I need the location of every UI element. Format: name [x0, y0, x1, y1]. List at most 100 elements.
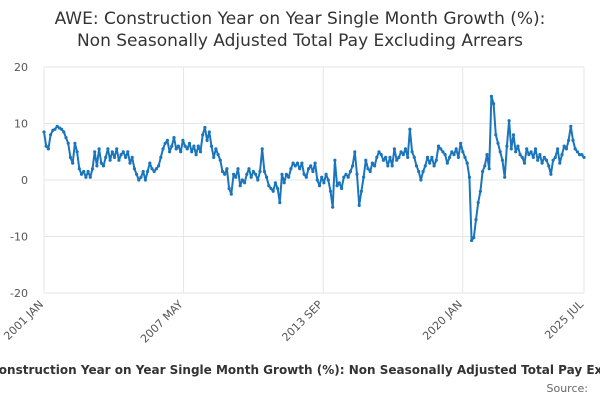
data-point	[154, 167, 158, 171]
data-point	[412, 155, 416, 159]
data-point	[547, 164, 551, 168]
data-point	[117, 158, 121, 162]
data-point	[505, 144, 509, 148]
chart-title-line-1: AWE: Construction Year on Year Single Mo…	[55, 9, 546, 29]
data-point	[461, 150, 465, 154]
data-point	[536, 158, 540, 162]
data-point	[419, 178, 423, 182]
data-point	[112, 155, 117, 159]
data-point	[88, 175, 92, 179]
data-point	[172, 136, 176, 140]
data-point	[121, 150, 125, 154]
data-point	[375, 155, 379, 159]
chart-title-line-2: Non Seasonally Adjusted Total Pay Exclud…	[77, 31, 523, 51]
data-point	[216, 153, 220, 157]
data-point	[421, 169, 425, 174]
data-point	[302, 172, 306, 176]
data-point	[384, 155, 388, 159]
data-point	[467, 175, 471, 179]
data-point	[315, 178, 319, 182]
data-point	[163, 141, 167, 145]
data-point	[124, 155, 128, 159]
data-point	[82, 169, 86, 174]
data-point	[580, 153, 584, 157]
data-point	[567, 138, 571, 142]
data-point	[258, 169, 262, 174]
data-point	[130, 155, 134, 159]
data-point	[132, 167, 136, 171]
data-point	[306, 167, 311, 171]
grid-lines	[43, 66, 585, 294]
data-point	[472, 236, 476, 240]
data-point	[251, 169, 255, 174]
data-point	[456, 155, 460, 159]
data-point	[531, 155, 535, 159]
data-point	[66, 141, 70, 145]
data-point	[254, 172, 258, 176]
data-point	[179, 150, 183, 154]
data-point	[454, 147, 458, 151]
data-point	[328, 189, 333, 193]
data-point	[289, 167, 293, 171]
data-point	[476, 201, 480, 205]
data-point	[445, 161, 449, 165]
data-point	[271, 189, 275, 193]
data-point	[55, 124, 59, 128]
data-point	[359, 189, 363, 193]
data-point	[62, 130, 66, 134]
data-point	[229, 192, 233, 196]
data-point	[553, 155, 557, 159]
data-point	[368, 169, 372, 174]
data-point	[478, 189, 482, 193]
data-point	[77, 167, 81, 171]
data-point	[238, 184, 242, 188]
data-point	[346, 175, 350, 179]
data-point	[311, 169, 315, 174]
data-point	[181, 138, 185, 142]
data-point	[49, 133, 53, 137]
data-point	[75, 150, 79, 154]
data-point	[293, 164, 297, 168]
data-point	[432, 164, 436, 168]
data-point	[511, 133, 516, 137]
data-point	[403, 147, 408, 151]
data-point	[190, 150, 194, 154]
data-point	[139, 175, 143, 179]
data-point	[106, 147, 110, 151]
data-point	[487, 167, 491, 171]
data-point	[483, 164, 487, 168]
data-point	[236, 167, 240, 171]
data-point	[556, 147, 560, 151]
x-tick-label: 2001 JAN	[1, 298, 46, 343]
data-point	[84, 175, 88, 179]
x-tick-label: 2020 JAN	[420, 298, 465, 343]
data-point	[571, 138, 575, 142]
data-point	[126, 150, 130, 154]
data-point	[46, 147, 51, 151]
data-point	[492, 102, 496, 106]
data-point	[463, 155, 467, 159]
data-point	[527, 153, 531, 157]
y-tick-label: 0	[21, 174, 28, 187]
data-point	[520, 155, 524, 159]
data-point	[481, 169, 485, 174]
data-point	[509, 147, 513, 151]
x-tick-label: 2013 SEP	[279, 298, 325, 344]
data-point	[538, 153, 542, 157]
data-point	[423, 164, 427, 168]
data-point	[417, 169, 421, 174]
data-point	[115, 147, 119, 151]
data-point	[392, 147, 396, 151]
y-axis-ticks: 20 10 0 -10 -20	[10, 61, 28, 300]
data-point	[227, 186, 231, 191]
data-point	[366, 167, 370, 171]
data-point	[68, 155, 72, 159]
data-point	[150, 167, 154, 171]
data-point	[265, 175, 269, 179]
data-point	[443, 153, 447, 157]
data-point	[494, 133, 498, 137]
data-point	[291, 161, 295, 165]
data-point	[428, 161, 432, 165]
data-point	[516, 144, 520, 148]
data-point	[108, 158, 112, 162]
